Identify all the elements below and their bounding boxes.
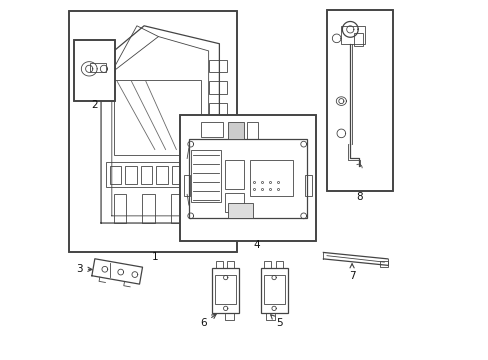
Bar — [208, 81, 226, 94]
Text: 2: 2 — [91, 100, 98, 111]
Bar — [249, 160, 292, 196]
Bar — [326, 10, 392, 191]
Text: 4: 4 — [253, 240, 260, 250]
Bar — [260, 268, 287, 313]
Bar — [141, 166, 152, 184]
Bar — [201, 122, 223, 137]
Bar — [125, 166, 137, 184]
Bar — [224, 193, 244, 212]
Bar — [69, 12, 237, 252]
Bar — [247, 122, 258, 139]
Text: 5: 5 — [270, 315, 283, 328]
Bar — [171, 166, 183, 184]
Text: 8: 8 — [356, 192, 363, 202]
Bar — [191, 149, 221, 202]
Bar — [212, 268, 239, 313]
Bar — [208, 103, 226, 116]
Bar — [326, 10, 392, 191]
Bar — [110, 166, 121, 184]
Bar — [74, 40, 115, 101]
Bar — [215, 261, 223, 268]
Bar — [180, 116, 316, 241]
Bar — [188, 194, 201, 223]
Bar — [69, 12, 237, 252]
Bar — [183, 175, 190, 196]
Bar — [89, 63, 105, 72]
Bar — [228, 122, 244, 139]
Bar — [113, 80, 201, 155]
Text: 1: 1 — [151, 252, 158, 262]
Text: 7: 7 — [348, 264, 355, 281]
Bar — [263, 275, 284, 304]
Text: 6: 6 — [200, 314, 216, 328]
Bar — [227, 261, 234, 268]
Bar — [275, 261, 282, 268]
Bar — [379, 261, 387, 267]
Bar — [156, 166, 167, 184]
Bar — [188, 139, 306, 218]
Bar — [224, 160, 244, 189]
Bar — [264, 261, 271, 268]
Bar — [341, 26, 364, 44]
Bar — [305, 175, 311, 196]
Bar — [171, 194, 183, 223]
Bar — [353, 33, 363, 45]
Bar — [106, 162, 208, 187]
Bar — [208, 60, 226, 72]
Bar — [74, 40, 115, 101]
Bar — [187, 166, 198, 184]
Bar — [113, 194, 126, 223]
Bar — [228, 203, 253, 218]
Text: 3: 3 — [76, 264, 92, 274]
Bar — [180, 116, 316, 241]
Bar — [215, 275, 236, 304]
Bar — [142, 194, 155, 223]
